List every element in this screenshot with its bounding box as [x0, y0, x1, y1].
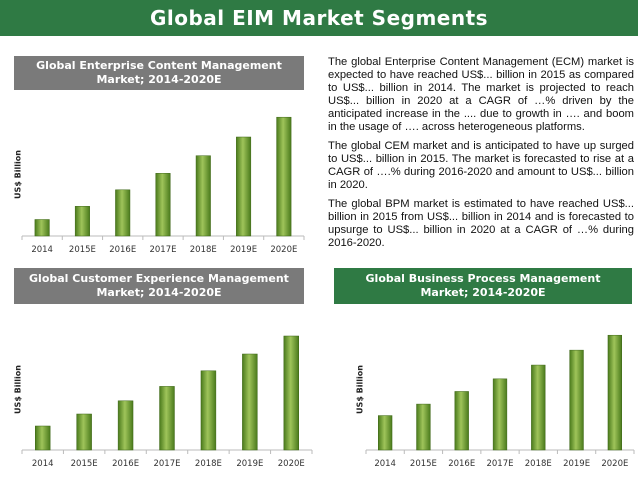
ecm-x-tick-label: 2014: [31, 245, 53, 255]
ecm-x-tick-label: 2017E: [149, 245, 176, 255]
cem-x-tick-label: 2019E: [236, 459, 263, 469]
bpm-chart-title-line2: Market; 2014-2020E: [420, 286, 546, 299]
cem-x-tick-label: 2018E: [195, 459, 222, 469]
bpm-bar-2018E: [531, 364, 546, 451]
ecm-x-tick-label: 2018E: [190, 245, 217, 255]
ecm-x-tick-label: 2019E: [230, 245, 257, 255]
bpm-x-tick-label: 2018E: [525, 459, 552, 469]
cem-bar-2019E: [242, 353, 258, 451]
ecm-chart-title-line1: Global Enterprise Content Management: [36, 59, 282, 72]
cem-bar-2018E: [200, 370, 217, 451]
bpm-description: The global BPM market is estimated to ha…: [328, 198, 634, 249]
ecm-bar-2015E: [74, 206, 90, 237]
ecm-chart-title: Global Enterprise Content Management Mar…: [14, 56, 304, 90]
cem-chart-title-line1: Global Customer Experience Management: [29, 272, 289, 285]
cem-x-tick-label: 2015E: [71, 459, 98, 469]
cem-x-tick-label: 2017E: [153, 459, 180, 469]
description-text-panel: The global Enterprise Content Management…: [328, 56, 634, 256]
cem-x-tick-label: 2016E: [112, 459, 139, 469]
cem-bar-2015E: [76, 413, 92, 451]
bpm-bar-2020E: [607, 334, 622, 451]
cem-x-tick-label: 2014: [32, 459, 54, 469]
bpm-x-tick-label: 2016E: [448, 459, 475, 469]
ecm-chart-title-line2: Market; 2014-2020E: [96, 73, 222, 86]
cem-chart-title: Global Customer Experience Management Ma…: [14, 268, 304, 304]
ecm-bar-2014: [34, 219, 50, 237]
ecm-bar-2020E: [276, 116, 292, 237]
bpm-bar-2015E: [416, 403, 431, 451]
bpm-y-axis-label: US$ Billion: [355, 365, 365, 414]
cem-bar-2014: [35, 425, 51, 451]
bpm-chart-title: Global Business Process Management Marke…: [334, 268, 632, 304]
cem-chart-title-line2: Market; 2014-2020E: [96, 286, 222, 299]
bpm-x-tick-label: 2014: [374, 459, 396, 469]
ecm-bar-2017E: [155, 173, 171, 237]
bpm-bar-2014: [378, 415, 393, 451]
bpm-bar-2016E: [454, 391, 469, 451]
ecm-x-tick-label: 2016E: [109, 245, 136, 255]
page-title: Global EIM Market Segments: [0, 0, 638, 36]
ecm-x-tick-label: 2015E: [69, 245, 96, 255]
bpm-x-tick-label: 2017E: [486, 459, 513, 469]
cem-bar-chart: 2014 2015E 2016E 2017E 2018E 2019E 2020E: [21, 335, 313, 469]
bpm-chart-title-line1: Global Business Process Management: [365, 272, 601, 285]
ecm-x-tick-label: 2020E: [270, 245, 297, 255]
ecm-bar-chart: 2014 2015E 2016E 2017E 2018E 2019E 2020E: [21, 116, 305, 255]
bpm-bar-chart: 2014 2015E 2016E 2017E 2018E 2019E 2020E: [365, 334, 635, 469]
bpm-x-tick-label: 2015E: [410, 459, 437, 469]
cem-description: The global CEM market and is anticipated…: [328, 140, 634, 191]
cem-bar-2020E: [283, 335, 299, 451]
ecm-description: The global Enterprise Content Management…: [328, 56, 634, 133]
bpm-x-tick-label: 2020E: [601, 459, 628, 469]
bpm-x-tick-label: 2019E: [563, 459, 590, 469]
ecm-bar-2018E: [195, 155, 211, 237]
cem-bar-2016E: [117, 400, 134, 451]
cem-x-tick-label: 2020E: [278, 459, 305, 469]
cem-bar-2017E: [159, 386, 175, 451]
bpm-bar-2019E: [569, 349, 584, 451]
ecm-bar-2019E: [236, 136, 252, 237]
bpm-bar-2017E: [492, 378, 508, 451]
ecm-bar-2016E: [115, 189, 131, 237]
